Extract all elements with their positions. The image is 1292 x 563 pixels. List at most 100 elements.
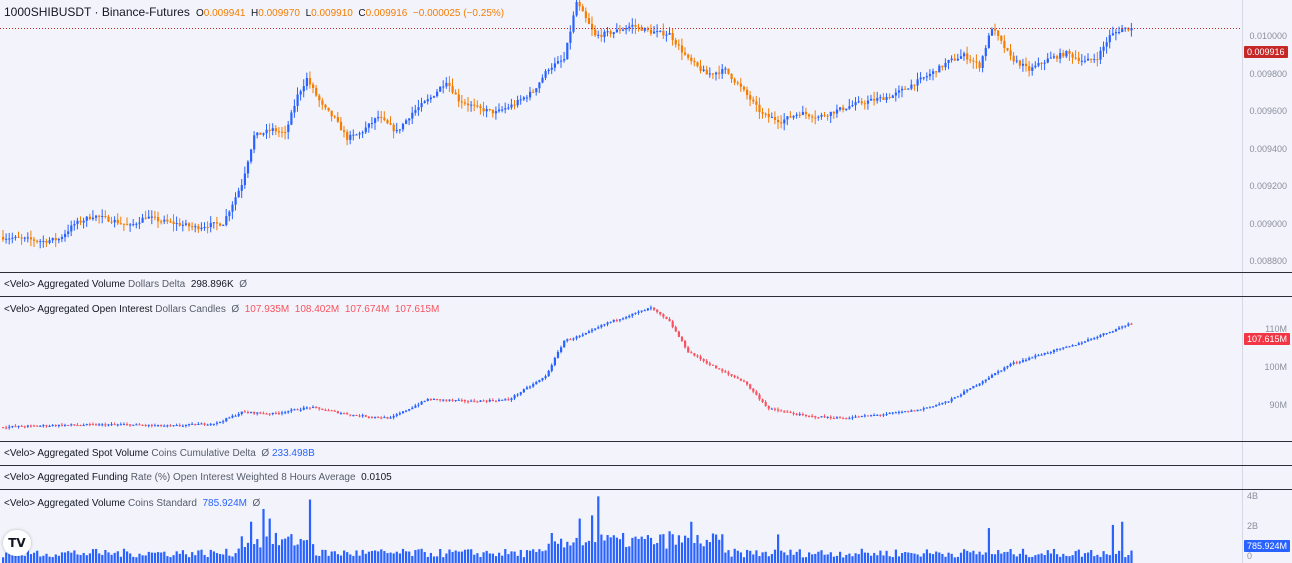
candle (705, 360, 708, 364)
candle (758, 394, 761, 400)
candle (522, 389, 525, 393)
volume-bar (1087, 552, 1090, 563)
open-interest-axis[interactable]: 110M 100M 90M 107.615M (1242, 297, 1292, 441)
open-interest-candles[interactable] (0, 297, 1242, 441)
volume-axis[interactable]: 4B 2B 0 785.924M (1242, 490, 1292, 563)
candle (594, 328, 597, 330)
candle (721, 369, 724, 372)
volume-bar (839, 551, 842, 563)
pane-separator[interactable] (0, 296, 1292, 297)
candle (318, 95, 321, 101)
candle (578, 1, 581, 7)
candle (832, 111, 835, 114)
volume-bar (194, 555, 197, 563)
candle (51, 425, 54, 427)
candle (851, 417, 854, 419)
candle (1009, 363, 1012, 366)
volume-bar (773, 549, 777, 563)
tradingview-logo-icon[interactable]: TV (3, 530, 31, 556)
pane-separator[interactable] (0, 465, 1292, 466)
candle (839, 107, 842, 110)
candle (197, 226, 200, 230)
pane-separator[interactable] (0, 489, 1292, 490)
volume-bar (507, 554, 510, 563)
candle (693, 61, 696, 63)
candle (674, 327, 677, 332)
candle (665, 34, 668, 36)
candle (928, 73, 932, 77)
price-tick: 0.009800 (1249, 69, 1287, 79)
candle (556, 61, 560, 64)
volume-bar (246, 542, 250, 563)
pane-separator[interactable] (0, 272, 1292, 273)
hidden-eye-icon[interactable]: Ø (239, 279, 247, 290)
volume-pane[interactable]: <Velo> Aggregated Volume Coins Standard … (0, 490, 1242, 563)
funding-rate-pane[interactable]: <Velo> Aggregated Funding Rate (%) Open … (0, 466, 1242, 489)
candle (662, 30, 665, 36)
candle (504, 108, 507, 110)
price-candles[interactable] (0, 0, 1242, 272)
volume-bar (188, 557, 191, 563)
candle (401, 123, 405, 130)
candle (1021, 63, 1025, 66)
candle (470, 104, 473, 106)
candle (429, 97, 432, 100)
candle (2, 427, 5, 429)
candle (727, 68, 730, 74)
candle (832, 418, 835, 420)
volume-bar (1062, 553, 1065, 563)
volume-delta-pane[interactable]: <Velo> Aggregated Volume Dollars Delta 2… (0, 273, 1242, 296)
volume-bar (525, 550, 529, 563)
candle (271, 412, 274, 415)
volume-bar (832, 556, 835, 563)
candle (101, 424, 104, 426)
candle (113, 424, 116, 426)
candle (104, 424, 107, 426)
candle (88, 424, 91, 426)
price-axis[interactable]: 0.010000 0.009800 0.009600 0.009400 0.00… (1242, 0, 1292, 272)
candle (1127, 323, 1130, 326)
volume-bar (848, 553, 851, 563)
candle (448, 399, 451, 401)
candle (160, 424, 163, 427)
candle (783, 119, 786, 124)
volume-bar (79, 554, 82, 563)
candle (439, 399, 442, 401)
volume-bar (107, 552, 110, 563)
volume-bar (1074, 551, 1077, 563)
price-tick: 0.009200 (1249, 181, 1287, 191)
hidden-eye-icon[interactable]: Ø (261, 448, 270, 459)
candle (513, 395, 516, 399)
volume-bar (814, 553, 817, 563)
candle (550, 67, 553, 70)
volume-bar (721, 534, 724, 563)
candle (1031, 357, 1034, 359)
candle (1102, 333, 1105, 336)
pane-separator[interactable] (0, 441, 1292, 442)
volume-bar (243, 547, 246, 563)
candle (907, 411, 910, 413)
candle (826, 115, 829, 117)
candle (454, 400, 457, 402)
candle (674, 40, 677, 45)
price-pane[interactable]: 1000SHIBUSDT · Binance-Futures O0.009941… (0, 0, 1242, 272)
volume-bars[interactable] (0, 490, 1242, 563)
candle (866, 415, 870, 417)
candle (529, 386, 532, 388)
candle (237, 413, 240, 416)
candle (804, 414, 808, 416)
volume-bar (529, 550, 532, 563)
candle (426, 99, 429, 102)
candle (519, 99, 522, 101)
candle (671, 33, 674, 41)
candle (820, 114, 823, 117)
candle (547, 69, 550, 72)
candle (566, 42, 569, 60)
spot-volume-pane[interactable]: <Velo> Aggregated Spot Volume Coins Cumu… (0, 442, 1242, 465)
open-interest-pane[interactable]: <Velo> Aggregated Open Interest Dollars … (0, 297, 1242, 441)
volume-bar (206, 557, 209, 563)
candle (135, 223, 138, 225)
hidden-eye-icon[interactable]: Ø (231, 304, 240, 315)
candle (770, 117, 773, 119)
hidden-eye-icon[interactable]: Ø (252, 498, 261, 509)
